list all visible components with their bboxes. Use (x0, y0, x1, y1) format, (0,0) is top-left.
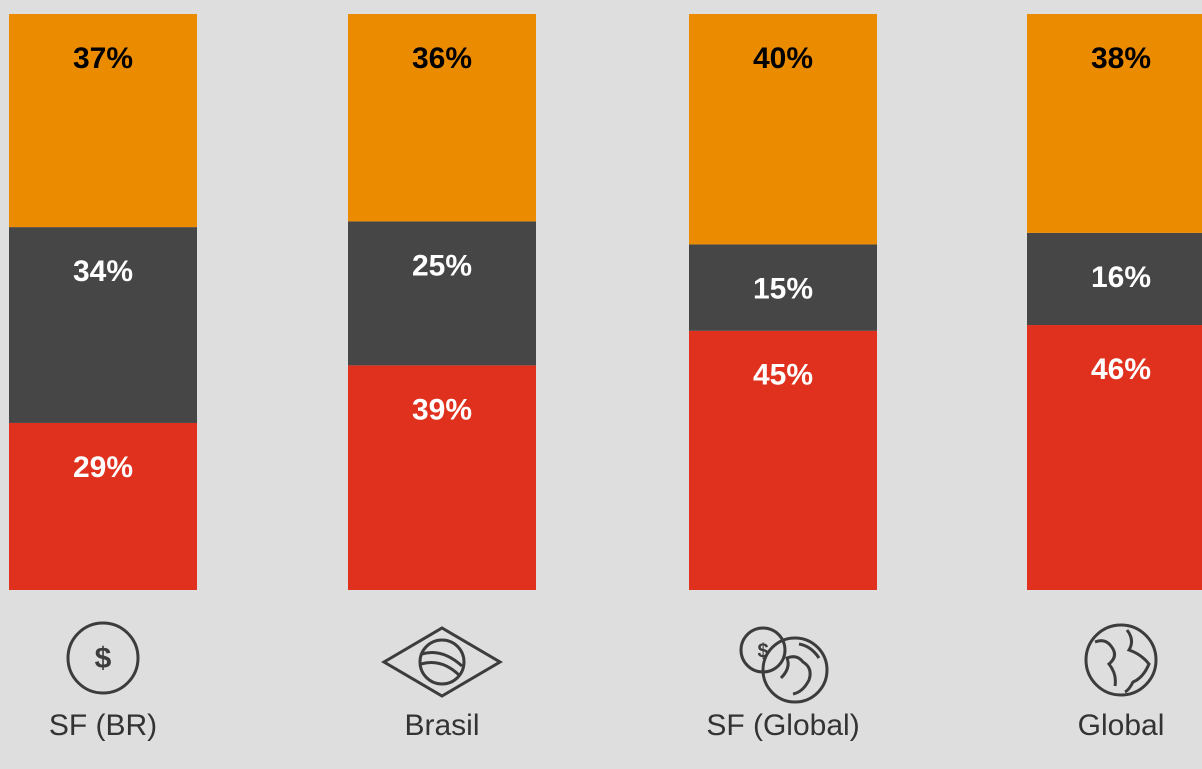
bar-segment (1027, 232, 1202, 326)
icon-brazil (381, 626, 503, 698)
value-label: 16% (1091, 261, 1151, 294)
value-label: 46% (1091, 353, 1151, 386)
icon-globe (1084, 623, 1158, 697)
bar-segment (1027, 14, 1202, 233)
category-label: SF (Global) (706, 709, 859, 742)
bar-segment (689, 330, 877, 590)
bar-segment (1027, 325, 1202, 590)
category-label: Brasil (404, 709, 479, 742)
bar-segment (348, 221, 536, 366)
value-label: 40% (753, 42, 813, 75)
category-label: SF (BR) (49, 709, 157, 742)
bar-segment (689, 14, 877, 245)
bar-segment (348, 14, 536, 222)
svg-text:$: $ (757, 640, 768, 662)
value-label: 29% (73, 451, 133, 484)
value-label: 45% (753, 359, 813, 392)
icon-dollar: $ (66, 621, 140, 695)
bar-segment (689, 244, 877, 331)
value-label: 36% (412, 42, 472, 75)
value-label: 34% (73, 255, 133, 288)
svg-text:$: $ (95, 642, 112, 675)
value-label: 38% (1091, 42, 1151, 75)
bar-segment (348, 365, 536, 590)
bar-segment (9, 227, 197, 423)
bar-segment (9, 422, 197, 590)
value-label: 25% (412, 249, 472, 282)
bar-segment (9, 14, 197, 228)
category-label: Global (1078, 709, 1165, 742)
value-label: 39% (412, 393, 472, 426)
value-label: 37% (73, 42, 133, 75)
icon-money-globe: $ (739, 626, 829, 704)
value-label: 15% (753, 272, 813, 305)
